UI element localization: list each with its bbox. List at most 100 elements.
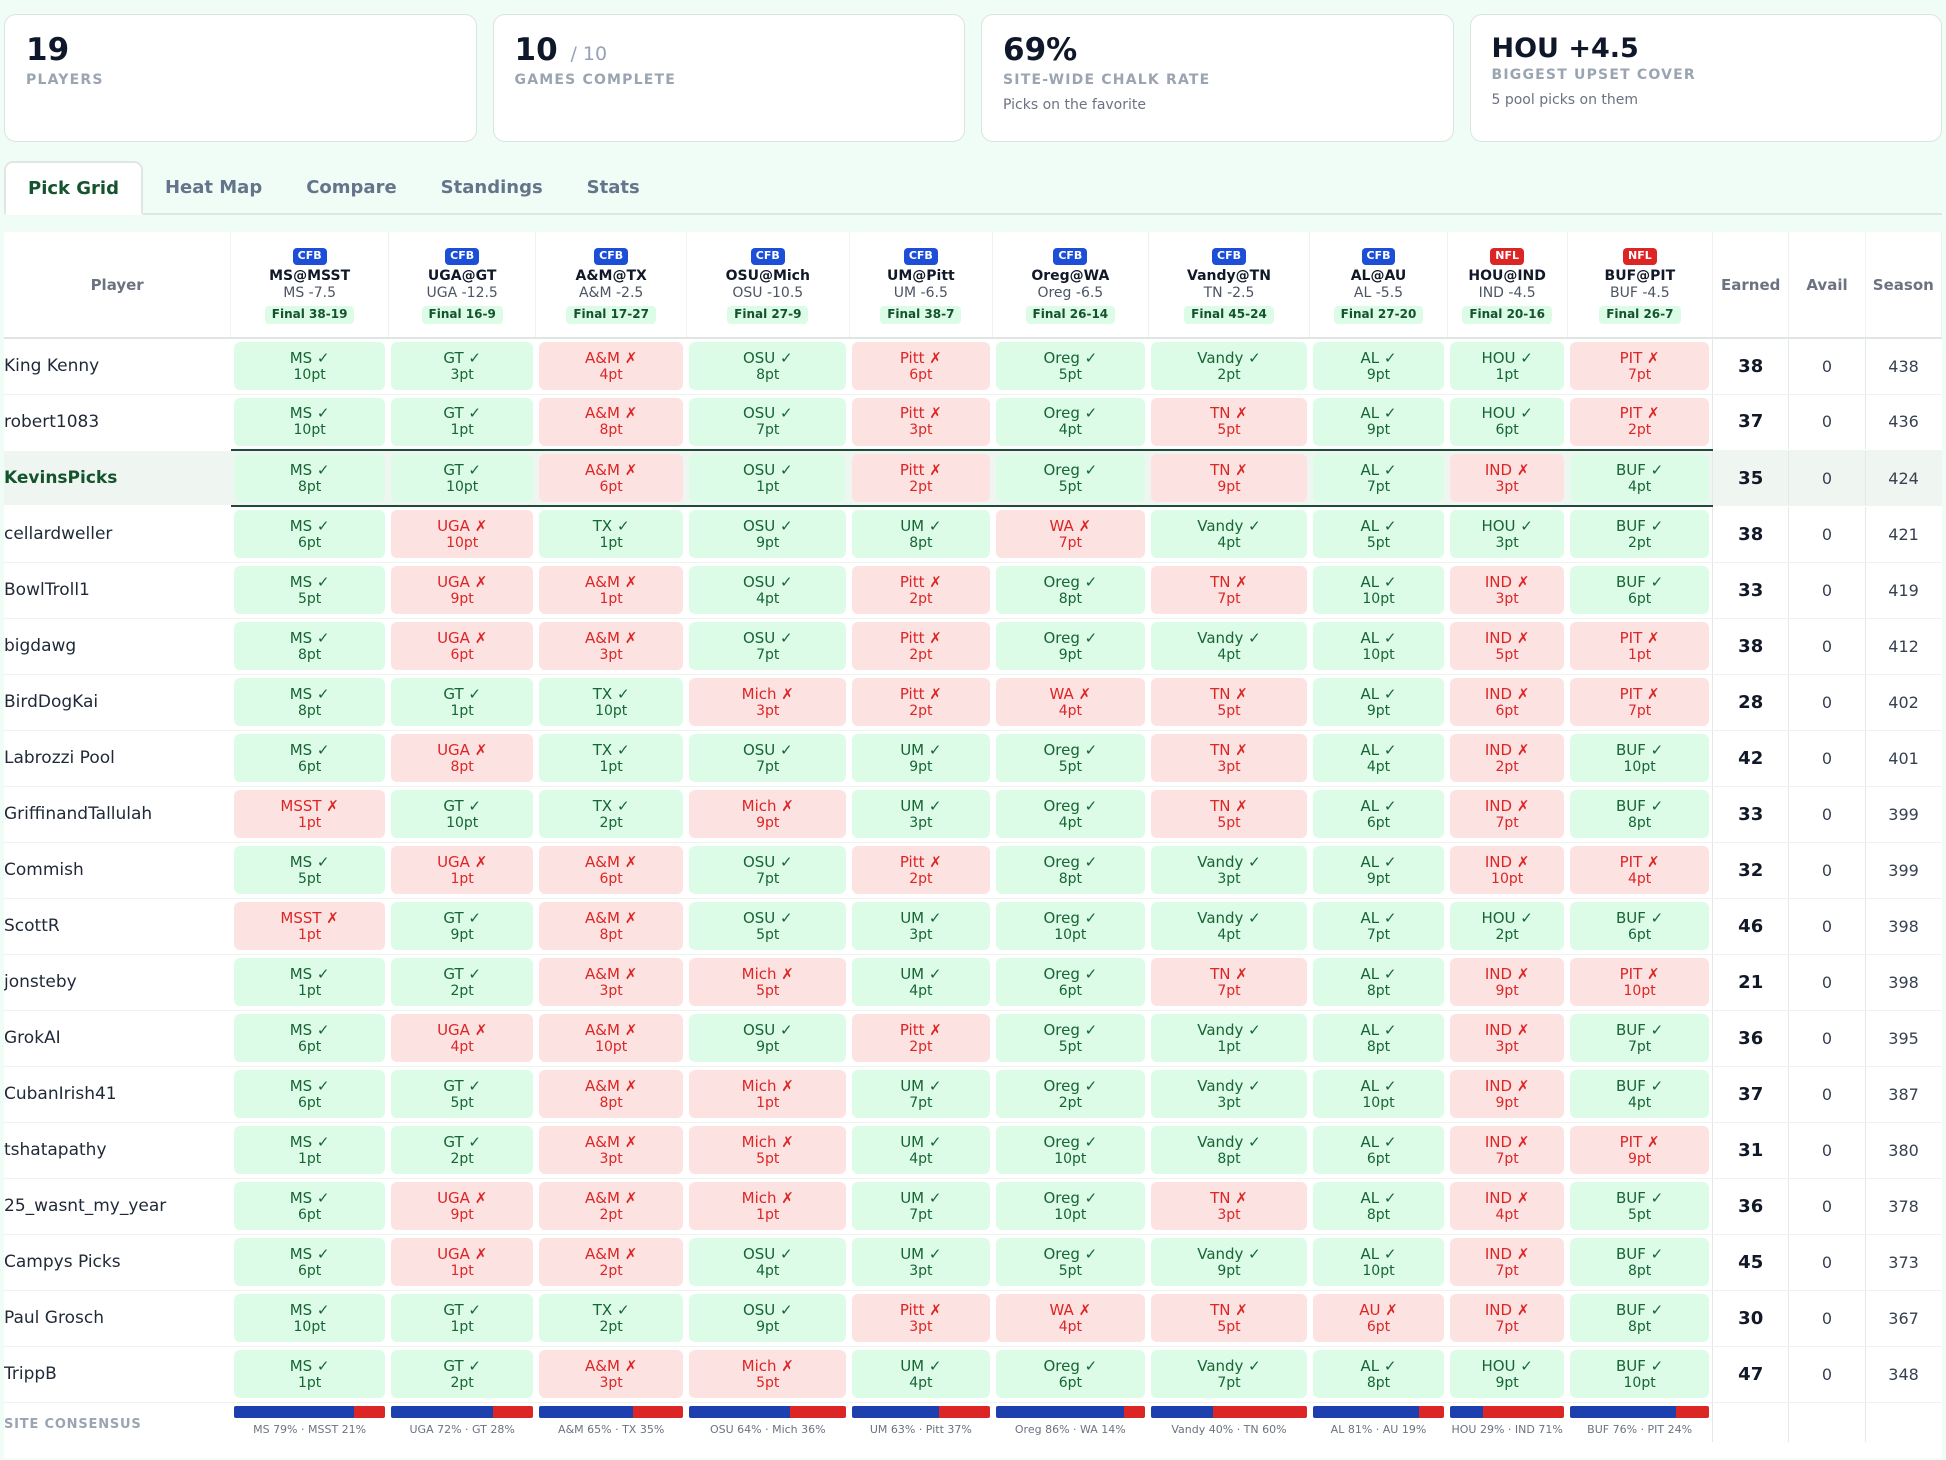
pick-cell[interactable]: Vandy ✓ 3pt — [1148, 1066, 1310, 1123]
pick-cell[interactable]: Mich ✗ 1pt — [686, 1178, 850, 1235]
pick-cell[interactable]: TN ✗ 5pt — [1148, 674, 1310, 731]
pick-cell[interactable]: TN ✗ 5pt — [1148, 786, 1310, 843]
pick-cell[interactable]: Oreg ✓ 4pt — [992, 786, 1149, 843]
pick-cell[interactable]: IND ✗ 5pt — [1447, 618, 1568, 675]
player-name[interactable]: cellardweller — [4, 506, 231, 563]
pick-cell[interactable]: HOU ✓ 1pt — [1447, 338, 1568, 395]
pick-cell[interactable]: GT ✓ 2pt — [388, 954, 536, 1011]
pick-cell[interactable]: IND ✗ 9pt — [1447, 954, 1568, 1011]
player-name[interactable]: BirdDogKai — [4, 674, 231, 731]
pick-cell[interactable]: MSST ✗ 1pt — [230, 898, 389, 955]
game-column-header[interactable]: NFL BUF@PIT BUF -4.5 Final 26-7 — [1567, 232, 1714, 339]
pick-cell[interactable]: PIT ✗ 7pt — [1567, 338, 1713, 395]
pick-cell[interactable]: Oreg ✓ 5pt — [992, 449, 1149, 507]
pick-cell[interactable]: Pitt ✗ 3pt — [849, 394, 993, 451]
pick-cell[interactable]: Oreg ✓ 10pt — [992, 1122, 1149, 1179]
game-column-header[interactable]: CFB AL@AU AL -5.5 Final 27-20 — [1309, 232, 1448, 339]
pick-cell[interactable]: MS ✓ 5pt — [230, 842, 389, 899]
tab-stats[interactable]: Stats — [586, 176, 640, 198]
pick-cell[interactable]: MS ✓ 6pt — [230, 1066, 389, 1123]
pick-cell[interactable]: BUF ✓ 8pt — [1567, 1234, 1713, 1291]
pick-cell[interactable]: Vandy ✓ 3pt — [1148, 842, 1310, 899]
pick-cell[interactable]: AU ✗ 6pt — [1309, 1290, 1448, 1347]
pick-cell[interactable]: Vandy ✓ 8pt — [1148, 1122, 1310, 1179]
pick-cell[interactable]: HOU ✓ 3pt — [1447, 506, 1568, 563]
pick-cell[interactable]: AL ✓ 8pt — [1309, 954, 1448, 1011]
pick-cell[interactable]: IND ✗ 7pt — [1447, 1290, 1568, 1347]
pick-cell[interactable]: MS ✓ 6pt — [230, 1178, 389, 1235]
pick-cell[interactable]: HOU ✓ 9pt — [1447, 1346, 1568, 1403]
pick-cell[interactable]: OSU ✓ 9pt — [686, 1010, 850, 1067]
season-column-header[interactable]: Season — [1865, 232, 1942, 339]
pick-cell[interactable]: OSU ✓ 7pt — [686, 730, 850, 787]
pick-cell[interactable]: AL ✓ 6pt — [1309, 1122, 1448, 1179]
player-name[interactable]: King Kenny — [4, 338, 231, 395]
pick-cell[interactable]: OSU ✓ 9pt — [686, 1290, 850, 1347]
pick-cell[interactable]: Pitt ✗ 2pt — [849, 1010, 993, 1067]
pick-cell[interactable]: A&M ✗ 3pt — [535, 1346, 687, 1403]
tab-compare[interactable]: Compare — [306, 176, 397, 198]
pick-cell[interactable]: AL ✓ 8pt — [1309, 1346, 1448, 1403]
pick-cell[interactable]: GT ✓ 1pt — [388, 1290, 536, 1347]
pick-cell[interactable]: BUF ✓ 6pt — [1567, 562, 1713, 619]
pick-cell[interactable]: IND ✗ 3pt — [1447, 449, 1568, 507]
earned-column-header[interactable]: Earned — [1712, 232, 1790, 339]
pick-cell[interactable]: MS ✓ 5pt — [230, 562, 389, 619]
pick-cell[interactable]: A&M ✗ 10pt — [535, 1010, 687, 1067]
pick-cell[interactable]: IND ✗ 2pt — [1447, 730, 1568, 787]
pick-cell[interactable]: A&M ✗ 3pt — [535, 954, 687, 1011]
pick-cell[interactable]: MS ✓ 8pt — [230, 618, 389, 675]
pick-cell[interactable]: MS ✓ 1pt — [230, 1346, 389, 1403]
pick-cell[interactable]: Oreg ✓ 10pt — [992, 1178, 1149, 1235]
pick-cell[interactable]: GT ✓ 2pt — [388, 1346, 536, 1403]
pick-cell[interactable]: IND ✗ 9pt — [1447, 1066, 1568, 1123]
pick-cell[interactable]: AL ✓ 9pt — [1309, 674, 1448, 731]
player-name[interactable]: tshatapathy — [4, 1122, 231, 1179]
pick-cell[interactable]: TN ✗ 5pt — [1148, 394, 1310, 451]
pick-cell[interactable]: Pitt ✗ 2pt — [849, 842, 993, 899]
pick-cell[interactable]: Vandy ✓ 1pt — [1148, 1010, 1310, 1067]
pick-cell[interactable]: IND ✗ 7pt — [1447, 1234, 1568, 1291]
player-name[interactable]: KevinsPicks — [4, 450, 231, 506]
pick-cell[interactable]: UM ✓ 7pt — [849, 1178, 993, 1235]
pick-cell[interactable]: MSST ✗ 1pt — [230, 786, 389, 843]
pick-cell[interactable]: Mich ✗ 5pt — [686, 1122, 850, 1179]
pick-cell[interactable]: A&M ✗ 6pt — [535, 449, 687, 507]
pick-cell[interactable]: UM ✓ 4pt — [849, 1122, 993, 1179]
pick-cell[interactable]: IND ✗ 4pt — [1447, 1178, 1568, 1235]
player-name[interactable]: jonsteby — [4, 954, 231, 1011]
pick-cell[interactable]: Oreg ✓ 8pt — [992, 842, 1149, 899]
pick-cell[interactable]: UGA ✗ 10pt — [388, 506, 536, 563]
pick-cell[interactable]: OSU ✓ 9pt — [686, 506, 850, 563]
pick-cell[interactable]: AL ✓ 9pt — [1309, 842, 1448, 899]
pick-cell[interactable]: HOU ✓ 2pt — [1447, 898, 1568, 955]
pick-cell[interactable]: UGA ✗ 8pt — [388, 730, 536, 787]
pick-cell[interactable]: UM ✓ 7pt — [849, 1066, 993, 1123]
pick-cell[interactable]: BUF ✓ 8pt — [1567, 1290, 1713, 1347]
pick-cell[interactable]: Pitt ✗ 6pt — [849, 338, 993, 395]
pick-cell[interactable]: TX ✓ 1pt — [535, 730, 687, 787]
pick-cell[interactable]: GT ✓ 10pt — [388, 786, 536, 843]
pick-cell[interactable]: BUF ✓ 10pt — [1567, 1346, 1713, 1403]
pick-cell[interactable]: AL ✓ 7pt — [1309, 898, 1448, 955]
pick-cell[interactable]: AL ✓ 8pt — [1309, 1010, 1448, 1067]
pick-cell[interactable]: TX ✓ 2pt — [535, 1290, 687, 1347]
game-column-header[interactable]: CFB UM@Pitt UM -6.5 Final 38-7 — [849, 232, 994, 339]
player-name[interactable]: Labrozzi Pool — [4, 730, 231, 787]
player-name[interactable]: ScottR — [4, 898, 231, 955]
pick-cell[interactable]: BUF ✓ 6pt — [1567, 898, 1713, 955]
pick-cell[interactable]: MS ✓ 8pt — [230, 449, 389, 507]
pick-cell[interactable]: TN ✗ 9pt — [1148, 449, 1310, 507]
pick-cell[interactable]: IND ✗ 6pt — [1447, 674, 1568, 731]
pick-cell[interactable]: Vandy ✓ 7pt — [1148, 1346, 1310, 1403]
pick-cell[interactable]: Mich ✗ 3pt — [686, 674, 850, 731]
pick-cell[interactable]: A&M ✗ 1pt — [535, 562, 687, 619]
pick-cell[interactable]: IND ✗ 10pt — [1447, 842, 1568, 899]
pick-cell[interactable]: OSU ✓ 7pt — [686, 842, 850, 899]
pick-cell[interactable]: AL ✓ 9pt — [1309, 338, 1448, 395]
pick-cell[interactable]: Vandy ✓ 9pt — [1148, 1234, 1310, 1291]
pick-cell[interactable]: AL ✓ 6pt — [1309, 786, 1448, 843]
pick-cell[interactable]: AL ✓ 10pt — [1309, 618, 1448, 675]
pick-cell[interactable]: A&M ✗ 8pt — [535, 1066, 687, 1123]
pick-cell[interactable]: GT ✓ 5pt — [388, 1066, 536, 1123]
